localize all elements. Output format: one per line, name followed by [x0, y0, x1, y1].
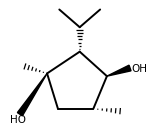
Polygon shape: [107, 65, 131, 76]
Text: HO: HO: [10, 115, 26, 125]
Text: OH: OH: [131, 64, 147, 74]
Polygon shape: [17, 73, 47, 116]
